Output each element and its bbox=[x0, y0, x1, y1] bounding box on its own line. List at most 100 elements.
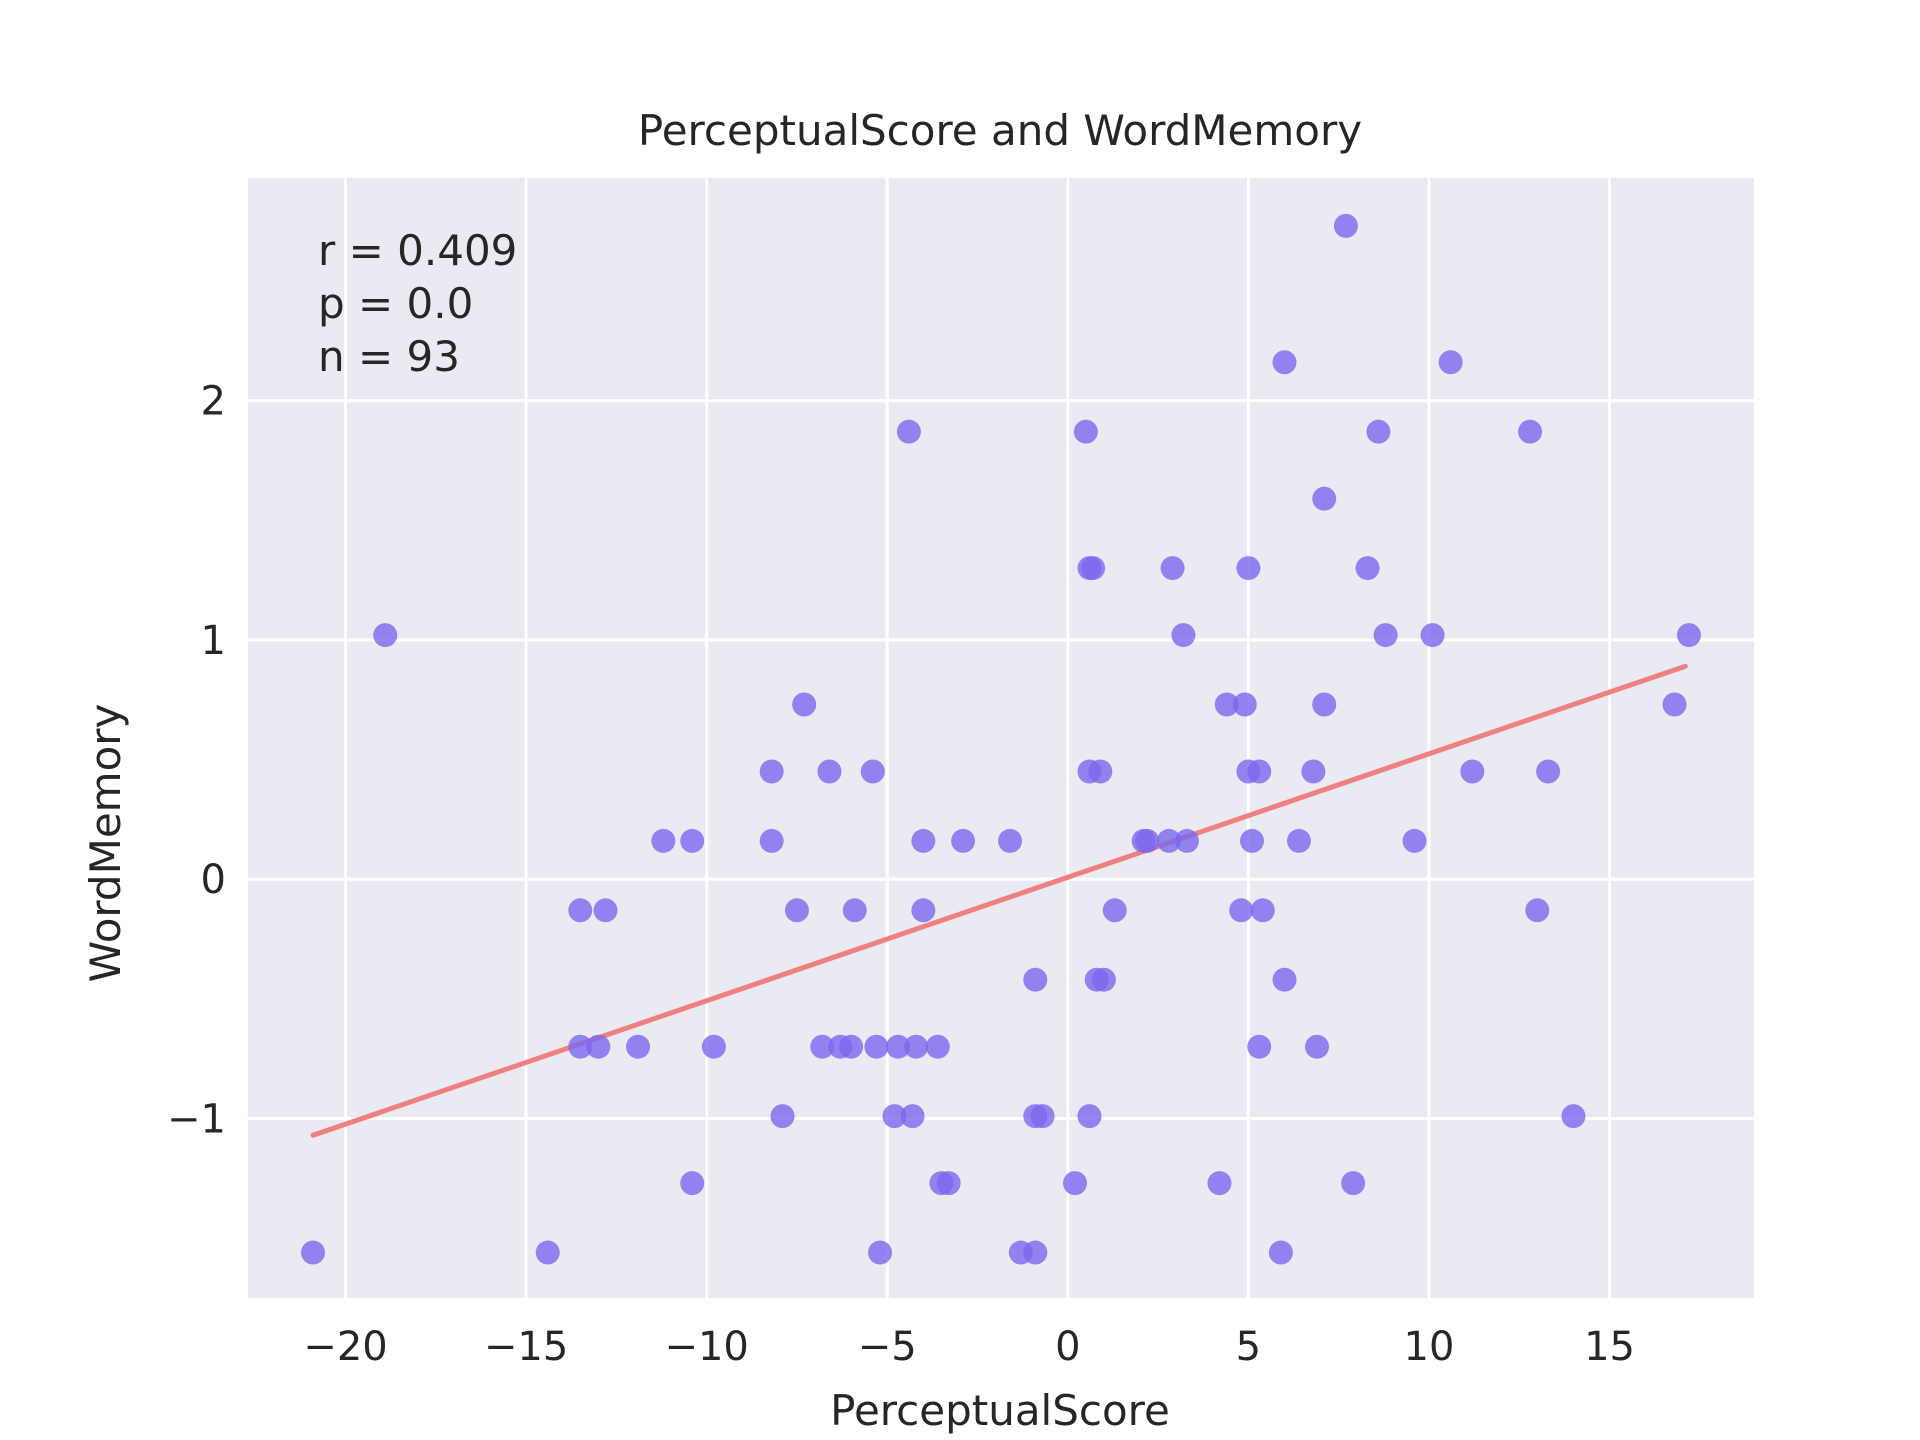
data-point bbox=[651, 828, 676, 853]
data-point bbox=[1229, 898, 1254, 923]
data-point bbox=[1174, 828, 1199, 853]
data-point bbox=[1232, 692, 1257, 717]
data-point bbox=[759, 759, 784, 784]
data-point bbox=[817, 759, 842, 784]
data-point bbox=[680, 828, 705, 853]
x-tick-label: 0 bbox=[1055, 1324, 1080, 1370]
data-point bbox=[1063, 1171, 1088, 1196]
data-point bbox=[1301, 759, 1326, 784]
data-point bbox=[701, 1034, 726, 1059]
x-tick-label: 15 bbox=[1584, 1324, 1635, 1370]
data-point bbox=[1676, 623, 1701, 648]
data-point bbox=[1247, 1034, 1272, 1059]
data-point bbox=[1023, 1240, 1048, 1265]
data-point bbox=[1286, 828, 1311, 853]
data-point bbox=[1460, 759, 1485, 784]
data-point bbox=[886, 1034, 911, 1059]
data-point bbox=[784, 898, 809, 923]
x-tick-label: −20 bbox=[303, 1324, 387, 1370]
regression-line-group bbox=[310, 663, 1688, 1138]
chart-title: PerceptualScore and WordMemory bbox=[638, 106, 1362, 155]
data-point bbox=[680, 1171, 705, 1196]
data-point bbox=[1561, 1104, 1586, 1129]
data-point bbox=[301, 1240, 326, 1265]
y-tick-label: 1 bbox=[201, 618, 226, 664]
data-point bbox=[1088, 759, 1113, 784]
data-point bbox=[864, 1034, 889, 1059]
data-point bbox=[1135, 828, 1160, 853]
data-point bbox=[1272, 350, 1297, 375]
data-point bbox=[586, 1034, 611, 1059]
data-point bbox=[1272, 967, 1297, 992]
data-point bbox=[1030, 1104, 1055, 1129]
x-tick-labels: −20 −15 −10 −5 0 5 10 15 bbox=[303, 1324, 1635, 1370]
data-point bbox=[1366, 419, 1391, 444]
y-tick-label: 2 bbox=[201, 379, 226, 425]
data-point bbox=[1240, 828, 1264, 853]
data-point bbox=[1077, 1104, 1102, 1129]
x-tick-label: 10 bbox=[1404, 1324, 1455, 1370]
data-point bbox=[1536, 759, 1561, 784]
data-point bbox=[770, 1104, 795, 1129]
data-point bbox=[951, 828, 976, 853]
data-point bbox=[1247, 759, 1272, 784]
data-point bbox=[626, 1034, 651, 1059]
data-point bbox=[1662, 692, 1687, 717]
data-point bbox=[1171, 623, 1196, 648]
y-tick-label: 0 bbox=[201, 857, 226, 903]
x-tick-label: 5 bbox=[1236, 1324, 1261, 1370]
data-point bbox=[842, 898, 867, 923]
data-point bbox=[1081, 556, 1106, 581]
x-axis-label: PerceptualScore bbox=[830, 1386, 1170, 1435]
data-point bbox=[759, 828, 784, 853]
data-point bbox=[792, 692, 817, 717]
data-point bbox=[1373, 623, 1398, 648]
data-point bbox=[904, 1034, 929, 1059]
data-point bbox=[1091, 967, 1116, 992]
grid-lines bbox=[248, 178, 1754, 1298]
data-point bbox=[1236, 556, 1261, 581]
data-point bbox=[1214, 692, 1239, 717]
x-tick-label: −15 bbox=[484, 1324, 568, 1370]
data-point bbox=[1156, 828, 1181, 853]
stat-r: r = 0.409 bbox=[318, 226, 517, 275]
data-points bbox=[301, 213, 1701, 1265]
data-point bbox=[1525, 898, 1550, 923]
data-point bbox=[1402, 828, 1427, 853]
data-point bbox=[1420, 623, 1445, 648]
data-point bbox=[568, 1034, 593, 1059]
y-axis-label: WordMemory bbox=[81, 704, 130, 983]
data-point bbox=[593, 898, 618, 923]
data-point bbox=[882, 1104, 907, 1129]
data-point bbox=[1023, 967, 1048, 992]
data-point bbox=[568, 898, 593, 923]
data-point bbox=[1305, 1034, 1330, 1059]
data-point bbox=[373, 623, 398, 648]
x-tick-label: −10 bbox=[664, 1324, 748, 1370]
y-tick-labels: −1 0 1 2 bbox=[167, 379, 226, 1143]
stat-n: n = 93 bbox=[318, 332, 460, 381]
data-point bbox=[1250, 898, 1275, 923]
data-point bbox=[900, 1104, 925, 1129]
plot-background bbox=[248, 178, 1754, 1298]
data-point bbox=[1312, 692, 1337, 717]
data-point bbox=[535, 1240, 560, 1265]
data-point bbox=[1312, 486, 1337, 511]
data-point bbox=[925, 1034, 950, 1059]
data-point bbox=[1207, 1171, 1232, 1196]
data-point bbox=[860, 759, 885, 784]
data-point bbox=[1268, 1240, 1293, 1265]
data-point bbox=[1333, 213, 1358, 238]
data-point bbox=[936, 1171, 961, 1196]
data-point bbox=[1438, 350, 1463, 375]
data-point bbox=[1355, 556, 1380, 581]
data-point bbox=[1341, 1171, 1366, 1196]
data-point bbox=[810, 1034, 835, 1059]
data-point bbox=[998, 828, 1023, 853]
data-point bbox=[1160, 556, 1185, 581]
stat-p: p = 0.0 bbox=[318, 279, 473, 328]
data-point bbox=[839, 1034, 864, 1059]
data-point bbox=[1518, 419, 1543, 444]
data-point bbox=[896, 419, 921, 444]
